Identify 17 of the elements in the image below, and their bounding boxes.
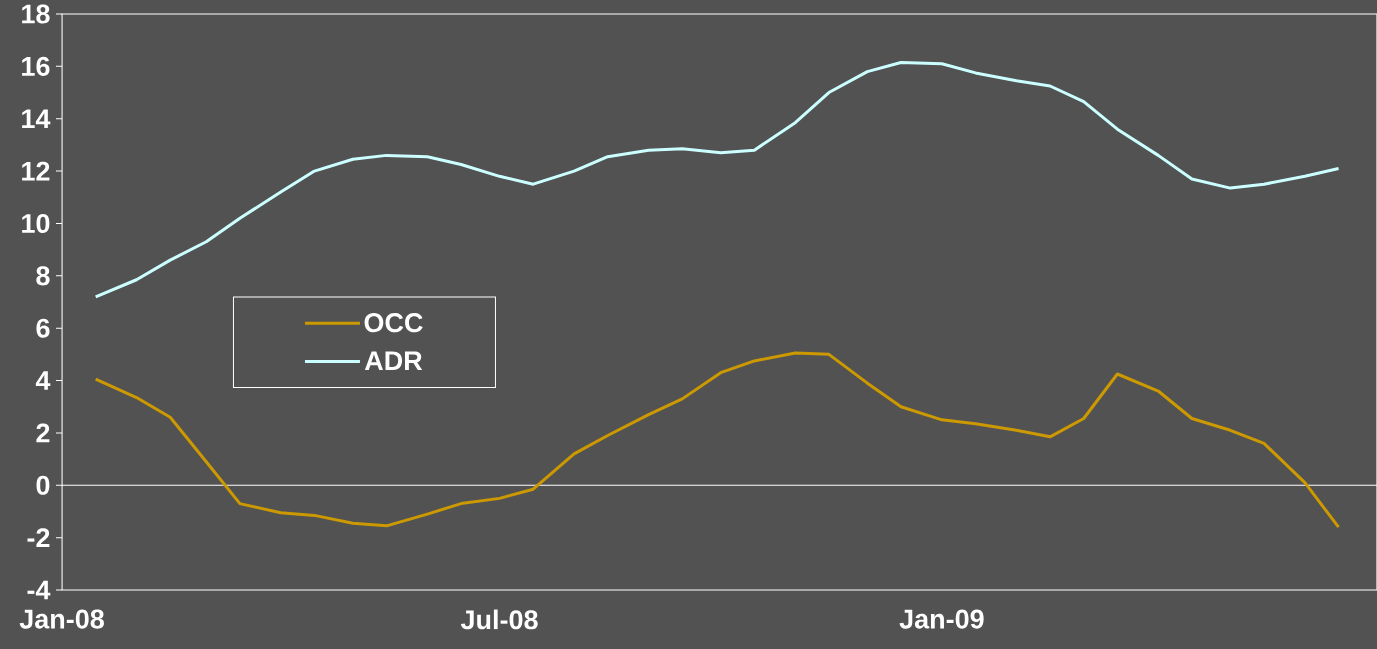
legend-label: ADR [364, 351, 423, 371]
y-tick-label: 12 [22, 161, 50, 181]
x-tick-label: Jan-08 [19, 609, 104, 629]
legend-label: OCC [364, 313, 423, 333]
y-tick-label: 2 [36, 423, 50, 443]
y-tick-label: -2 [27, 528, 50, 548]
y-tick-label: 10 [22, 213, 50, 234]
x-tick-label: Jan-09 [899, 609, 984, 629]
y-tick-label: 4 [35, 371, 51, 390]
y-tick-label: -4 [27, 580, 51, 600]
y-tick-label: 0 [36, 475, 50, 495]
y-tick-label: 18 [22, 4, 50, 24]
y-tick-label: 16 [22, 56, 50, 76]
y-tick-label: 6 [36, 318, 50, 338]
y-tick-label: 14 [22, 109, 51, 129]
y-tick-label: 8 [36, 266, 50, 286]
x-tick-label: Jul-08 [460, 609, 538, 630]
